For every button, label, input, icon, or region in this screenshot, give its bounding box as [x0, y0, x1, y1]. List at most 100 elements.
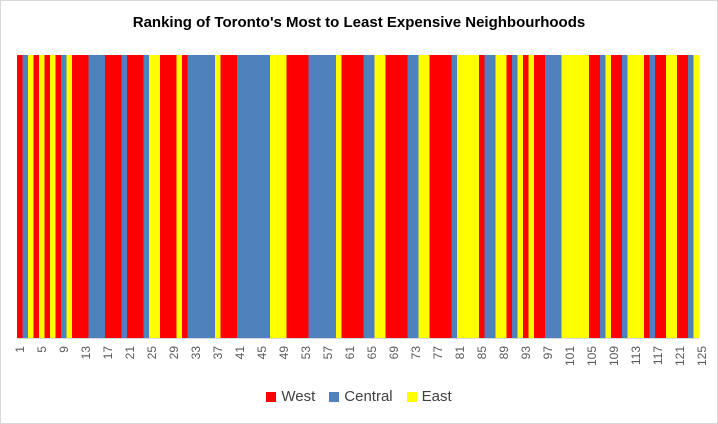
bar-74-east — [418, 55, 425, 338]
bar-66-east — [374, 55, 381, 338]
bar-25-east — [149, 55, 155, 338]
x-tick-label-101: 101 — [563, 346, 577, 366]
bar-7-east — [50, 55, 56, 338]
bar-73-central — [413, 55, 419, 338]
bar-34-central — [198, 55, 205, 338]
bar-99-central — [556, 55, 562, 338]
bar-120-east — [671, 55, 678, 338]
bar-68-west — [385, 55, 392, 338]
bar-70-west — [396, 55, 403, 338]
bar-115-west — [644, 55, 650, 338]
bar-117-west — [655, 55, 661, 338]
x-tick-label-37: 37 — [211, 346, 225, 360]
x-tick-label-33: 33 — [189, 346, 203, 360]
bar-55-central — [314, 55, 320, 338]
bar-28-west — [165, 55, 172, 338]
x-tick-label-29: 29 — [167, 346, 181, 360]
bar-63-west — [358, 55, 364, 338]
bar-42-central — [242, 55, 249, 338]
bar-87-central — [490, 55, 496, 338]
bar-6-west — [44, 55, 51, 338]
x-tick-label-81: 81 — [453, 346, 467, 360]
x-tick-label-113: 113 — [629, 346, 643, 365]
bar-33-central — [193, 55, 199, 338]
bar-57-central — [325, 55, 331, 338]
bar-111-central — [622, 55, 628, 338]
bar-32-central — [187, 55, 194, 338]
x-tick-label-93: 93 — [519, 346, 533, 360]
bar-11-west — [72, 55, 78, 338]
bar-103-east — [578, 55, 584, 338]
bar-124-east — [693, 55, 700, 338]
x-tick-label-61: 61 — [343, 346, 357, 360]
bar-121-west — [677, 55, 683, 338]
bar-71-west — [402, 55, 408, 338]
x-tick-label-73: 73 — [409, 346, 423, 360]
bar-1-west — [17, 55, 23, 338]
bar-58-central — [330, 55, 337, 338]
bar-101-east — [567, 55, 573, 338]
x-tick-label-121: 121 — [673, 346, 687, 366]
bar-64-central — [363, 55, 370, 338]
bar-53-west — [303, 55, 309, 338]
bar-89-east — [501, 55, 507, 338]
bar-72-central — [407, 55, 414, 338]
bar-36-central — [209, 55, 216, 338]
legend-label-west: West — [281, 388, 316, 405]
bar-44-central — [253, 55, 260, 338]
bar-113-east — [633, 55, 639, 338]
x-tick-label-105: 105 — [585, 346, 599, 366]
bar-106-west — [594, 55, 601, 338]
bar-4-west — [33, 55, 40, 338]
bar-86-central — [484, 55, 491, 338]
bar-39-west — [226, 55, 232, 338]
x-tick-label-69: 69 — [387, 346, 401, 360]
bar-46-central — [264, 55, 271, 338]
x-tick-label-5: 5 — [35, 346, 49, 353]
x-tick-label-97: 97 — [541, 346, 555, 360]
bar-22-west — [132, 55, 139, 338]
bar-90-west — [506, 55, 513, 338]
legend-swatch-west — [266, 391, 277, 402]
bar-31-west — [182, 55, 188, 338]
legend-label-east: East — [421, 388, 452, 405]
legend-item-east: East — [406, 388, 452, 405]
bar-47-east — [270, 55, 276, 338]
bar-61-west — [347, 55, 353, 338]
x-tick-label-17: 17 — [101, 346, 115, 360]
bar-79-west — [446, 55, 452, 338]
x-tick-label-65: 65 — [365, 346, 379, 360]
x-tick-label-25: 25 — [145, 346, 159, 360]
bar-29-west — [171, 55, 177, 338]
bar-52-west — [297, 55, 304, 338]
bar-69-west — [391, 55, 397, 338]
legend-label-central: Central — [344, 388, 393, 405]
bar-83-east — [468, 55, 474, 338]
x-tick-label-89: 89 — [497, 346, 511, 360]
bar-43-central — [248, 55, 254, 338]
bar-60-west — [341, 55, 348, 338]
bar-81-east — [457, 55, 463, 338]
bar-5-east — [39, 55, 45, 338]
bar-75-east — [424, 55, 430, 338]
bar-30-east — [176, 55, 183, 338]
bar-26-east — [154, 55, 161, 338]
bar-84-east — [473, 55, 480, 338]
bar-109-west — [611, 55, 617, 338]
bar-91-central — [512, 55, 518, 338]
bar-93-west — [523, 55, 529, 338]
bar-80-central — [451, 55, 458, 338]
bar-59-east — [336, 55, 342, 338]
x-tick-label-49: 49 — [277, 346, 291, 360]
bar-54-central — [308, 55, 315, 338]
bar-17-west — [105, 55, 111, 338]
legend-item-central: Central — [329, 388, 393, 405]
bar-122-west — [682, 55, 689, 338]
bar-76-west — [429, 55, 436, 338]
bar-112-east — [627, 55, 634, 338]
x-tick-label-53: 53 — [299, 346, 313, 360]
bar-15-central — [94, 55, 100, 338]
bar-50-west — [286, 55, 293, 338]
bar-98-central — [550, 55, 557, 338]
